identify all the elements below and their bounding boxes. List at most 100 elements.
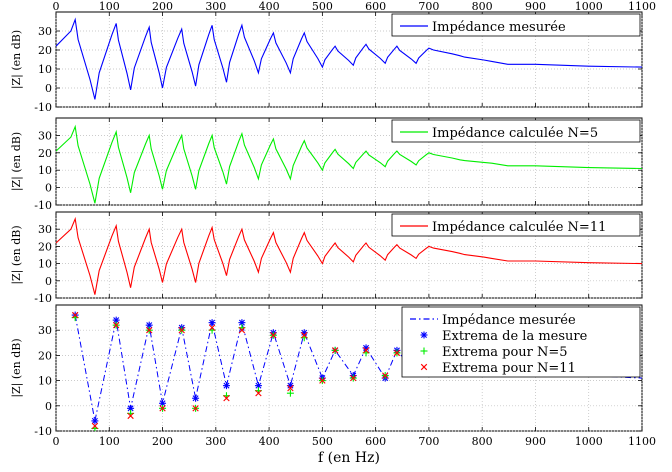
legend-box: [391, 119, 641, 143]
legend-marker: [420, 363, 428, 371]
legend-label: Extrema pour N=11: [442, 361, 576, 376]
legend-label: Extrema de la mesure: [442, 329, 588, 344]
y-tick-label: 30: [38, 129, 52, 142]
data-point-marker: [192, 395, 199, 402]
y-tick-label: 20: [38, 349, 52, 362]
legend-label: Impédance mesurée: [442, 313, 576, 328]
x-axis-label: f (en Hz): [318, 450, 380, 466]
legend-label: Impédance mesurée: [432, 20, 566, 35]
series-line-dashdot: [74, 315, 642, 422]
x-tick-label-top: 900: [525, 0, 546, 13]
data-point-marker: [331, 347, 339, 354]
data-point-marker: [238, 319, 245, 326]
x-tick-label: 900: [525, 435, 546, 448]
y-tick-label: 30: [38, 25, 52, 38]
y-axis-label: |Z| (en dB): [10, 338, 24, 397]
x-tick-label: 300: [205, 435, 226, 448]
data-point-marker: [113, 321, 120, 329]
legend-box: [391, 13, 641, 37]
y-tick-label: 30: [38, 324, 52, 337]
legend-label: Extrema pour N=5: [442, 345, 568, 360]
series-group-1: [56, 124, 642, 204]
x-tick-label: 400: [259, 435, 280, 448]
y-tick-label: 0: [45, 400, 52, 413]
data-point-marker: [287, 384, 294, 392]
y-axis-label: |Z| (en dB): [10, 30, 24, 89]
data-point-marker: [238, 327, 246, 334]
data-point-marker: [91, 422, 99, 430]
y-tick-label: 0: [45, 182, 52, 195]
x-tick-label-top: 0: [53, 0, 60, 13]
data-point-marker: [71, 311, 79, 319]
x-tick-label-top: 500: [312, 0, 333, 13]
x-tick-label: 1000: [575, 435, 603, 448]
x-tick-label-top: 600: [365, 0, 386, 13]
data-point-marker: [223, 395, 230, 402]
x-tick-label-top: 200: [152, 0, 173, 13]
data-point-marker: [287, 382, 294, 389]
data-point-marker: [113, 317, 120, 324]
y-tick-label: 20: [38, 147, 52, 160]
y-tick-label: 10: [38, 375, 52, 388]
y-tick-label: 0: [45, 275, 52, 288]
x-tick-label: 800: [472, 435, 493, 448]
x-tick-label: 200: [152, 435, 173, 448]
y-axis-label: |Z| (en dB): [10, 225, 24, 284]
data-point-marker: [363, 344, 370, 351]
legend-marker: [420, 331, 428, 339]
series-line: [56, 124, 642, 204]
data-point-marker: [362, 347, 370, 354]
data-point-marker: [146, 322, 153, 329]
y-tick-label: 10: [38, 63, 52, 76]
y-tick-label: -10: [34, 199, 52, 212]
data-point-marker: [255, 390, 262, 397]
y-tick-label: 20: [38, 44, 52, 57]
x-tick-label-top: 1100: [628, 0, 656, 13]
legend-label: Impédance calculée N=11: [432, 220, 606, 235]
data-point-marker: [223, 382, 230, 389]
series-group-0: [56, 17, 642, 100]
x-tick-label-top: 700: [418, 0, 439, 13]
data-point-marker: [127, 405, 134, 412]
data-point-marker: [209, 319, 216, 326]
x-tick-label: 600: [365, 435, 386, 448]
data-point-marker: [270, 332, 277, 339]
y-tick-label: 30: [38, 223, 52, 236]
data-point-marker: [178, 327, 185, 334]
x-tick-label: 500: [312, 435, 333, 448]
data-point-marker: [159, 405, 166, 412]
legend-box: [401, 306, 641, 378]
y-tick-label: -10: [34, 101, 52, 114]
y-axis-label: |Z| (en dB): [10, 132, 24, 191]
data-point-marker: [382, 372, 389, 379]
data-point-marker: [319, 377, 326, 384]
series-line: [56, 216, 642, 295]
data-point-marker: [350, 374, 357, 382]
series-line: [56, 17, 642, 100]
legend-label: Impédance calculée N=5: [432, 126, 598, 141]
data-point-marker: [255, 382, 262, 389]
data-point-marker: [301, 329, 308, 336]
legend-box: [391, 213, 641, 237]
data-point-marker: [393, 349, 401, 357]
data-point-marker: [192, 405, 199, 412]
data-point-marker: [146, 327, 153, 334]
x-tick-label: 0: [53, 435, 60, 448]
y-tick-label: -10: [34, 292, 52, 305]
y-tick-label: 0: [45, 82, 52, 95]
x-tick-label-top: 100: [99, 0, 120, 13]
y-tick-label: 10: [38, 164, 52, 177]
x-tick-label-top: 800: [472, 0, 493, 13]
data-point-marker: [301, 332, 308, 339]
data-point-marker: [208, 324, 216, 331]
data-point-marker: [159, 400, 166, 407]
x-tick-label: 1100: [628, 435, 656, 448]
data-point-marker: [91, 417, 98, 424]
y-tick-label: 20: [38, 240, 52, 253]
x-tick-label: 700: [418, 435, 439, 448]
y-tick-label: 10: [38, 258, 52, 271]
x-tick-label-top: 1000: [575, 0, 603, 13]
x-tick-label-top: 300: [205, 0, 226, 13]
x-tick-label-top: 400: [259, 0, 280, 13]
